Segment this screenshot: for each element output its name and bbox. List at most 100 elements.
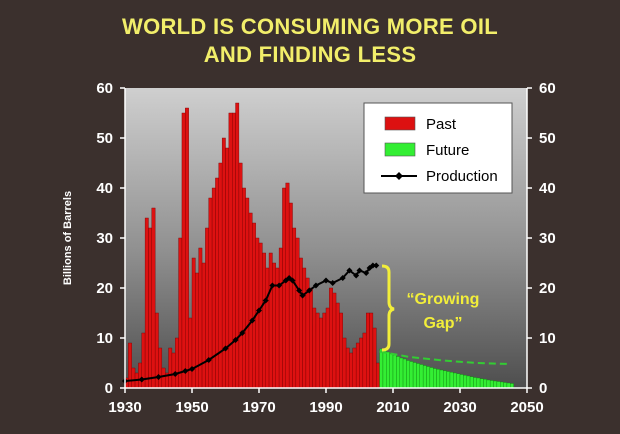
past-bar-2002 — [366, 312, 370, 389]
production-point-1963 — [232, 337, 239, 343]
future-bar-2036 — [479, 378, 484, 389]
production-point-1948 — [182, 368, 189, 374]
past-bar-2004 — [372, 327, 377, 389]
past-bar-1995 — [342, 337, 347, 389]
past-bar-1968 — [252, 222, 256, 389]
legend-past-label: Past — [426, 116, 457, 133]
past-bar-1964 — [238, 162, 243, 389]
past-bar-1937 — [148, 227, 152, 389]
production-point-1972 — [262, 297, 269, 304]
past-bar-1996 — [345, 347, 350, 389]
past-bar-1934 — [138, 362, 142, 389]
chart-title-line-1: WORLD IS CONSUMING MORE OIL — [122, 14, 498, 39]
future-bar-2011 — [396, 356, 400, 389]
past-bar-1945 — [175, 337, 179, 389]
production-point-1950 — [189, 366, 195, 372]
past-bar-1946 — [178, 237, 183, 389]
past-bar-1981 — [295, 237, 300, 389]
future-bar-2031 — [463, 375, 467, 389]
past-bar-1991 — [329, 287, 333, 389]
y-tick-label-left-40: 40 — [96, 180, 113, 197]
past-bar-2003 — [369, 312, 374, 389]
future-bar-2042 — [500, 381, 504, 389]
future-bar-2015 — [409, 361, 414, 389]
past-bar-2005 — [376, 362, 380, 389]
past-bar-1998 — [352, 347, 357, 389]
past-bar-1965 — [242, 187, 246, 389]
past-bar-1951 — [195, 272, 199, 389]
production-point-1976 — [276, 282, 283, 289]
production-point-2000 — [356, 267, 363, 274]
past-bar-1971 — [262, 252, 266, 389]
future-bar-2032 — [466, 375, 471, 389]
tick-labels: 1930 1950 1970 1990 2010 2030 2050010203040506… — [96, 80, 555, 416]
past-bar-2000 — [359, 337, 364, 389]
axes — [120, 87, 532, 393]
y-tick-label-right-20: 20 — [539, 280, 556, 297]
future-bar-2006 — [379, 348, 384, 389]
future-bar-2034 — [473, 377, 477, 389]
annotation-line-1: “Growing — [407, 291, 480, 308]
future-bar-2041 — [496, 381, 501, 389]
legend-production-label: Production — [426, 168, 498, 185]
past-bar-1997 — [349, 352, 354, 389]
future-bar-2025 — [443, 370, 447, 389]
past-bar-1932 — [131, 367, 136, 389]
past-bar-1990 — [325, 307, 330, 389]
future-bar-2038 — [486, 379, 491, 389]
past-bar-1944 — [171, 352, 176, 389]
past-bar-1988 — [319, 317, 323, 389]
past-bar-1938 — [151, 207, 156, 389]
production-point-1987 — [312, 282, 319, 289]
y-tick-label-left-50: 50 — [96, 130, 113, 147]
past-bar-1962 — [231, 112, 236, 389]
past-bar-1954 — [205, 227, 209, 389]
past-bar-1978 — [285, 182, 290, 389]
production-point-1945 — [172, 371, 179, 377]
past-bar-1948 — [185, 107, 189, 389]
past-bar-1943 — [168, 347, 173, 389]
y-tick-label-right-30: 30 — [539, 230, 556, 247]
y-tick-label-left-0: 0 — [105, 380, 113, 397]
production-point-1960 — [222, 345, 229, 352]
past-bar-1953 — [201, 262, 206, 389]
future-bar-2012 — [399, 357, 404, 389]
future-bar-2022 — [433, 368, 437, 389]
future-bar-2014 — [406, 360, 410, 389]
future-bar-2026 — [446, 371, 451, 389]
future-bar-2020 — [426, 366, 431, 389]
production-point-1940 — [155, 374, 162, 380]
production-point-1999 — [353, 272, 360, 279]
past-bar-1966 — [245, 197, 250, 389]
past-bar-1993 — [335, 302, 340, 389]
past-bar-1980 — [292, 227, 297, 389]
production-point-1965 — [239, 330, 246, 336]
legend-production-marker — [395, 172, 403, 180]
past-bar-1952 — [198, 247, 203, 389]
future-bar-2023 — [436, 369, 441, 389]
production-point-1990 — [323, 277, 329, 284]
past-bar-1974 — [272, 262, 276, 389]
y-tick-label-right-10: 10 — [539, 330, 556, 347]
production-point-1935 — [138, 376, 145, 383]
past-bar-1960 — [225, 147, 230, 389]
past-bar-2001 — [362, 332, 367, 389]
future-bar-2027 — [449, 372, 454, 389]
production-point-2002 — [363, 270, 370, 276]
past-bar-1973 — [268, 252, 273, 389]
past-bar-1972 — [265, 267, 270, 389]
future-bar-2019 — [422, 365, 427, 389]
past-bars — [124, 102, 380, 389]
x-tick-label-2010: 2010 — [376, 399, 409, 416]
y-tick-label-right-50: 50 — [539, 130, 556, 147]
chart-title-line-2: AND FINDING LESS — [203, 42, 417, 67]
future-bar-2007 — [382, 350, 387, 389]
x-tick-label-1950: 1950 — [175, 399, 208, 416]
future-bar-2017 — [416, 363, 421, 389]
production-point-1982 — [296, 287, 303, 294]
production-point-2005 — [373, 262, 380, 269]
production-point-1968 — [249, 317, 256, 324]
past-bar-1985 — [309, 287, 313, 389]
production-point-1983 — [299, 292, 306, 299]
